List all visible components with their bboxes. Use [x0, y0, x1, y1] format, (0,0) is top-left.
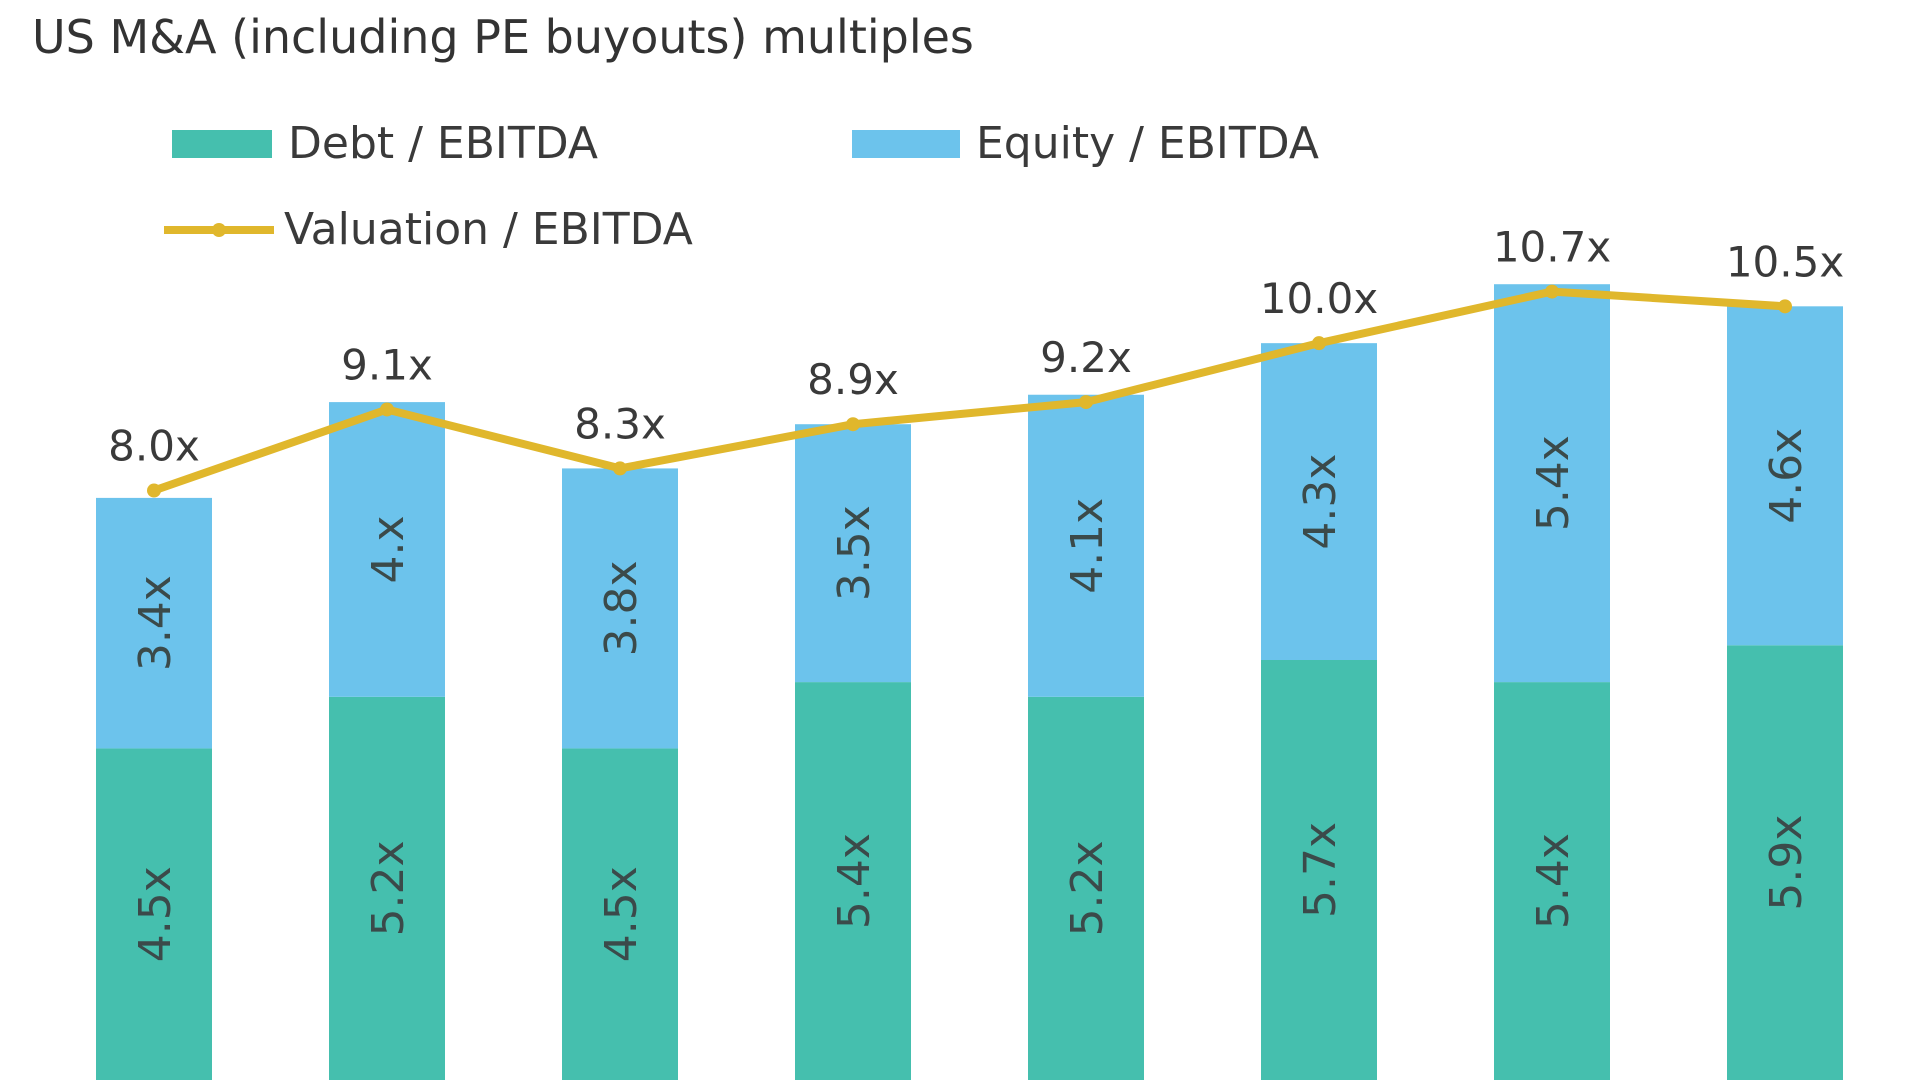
- legend-item-valuation: Valuation / EBITDA: [164, 204, 693, 255]
- data-label-equity: 4.1x: [1062, 498, 1113, 594]
- valuation-point: [1312, 336, 1326, 351]
- data-label-equity: 3.4x: [130, 575, 181, 671]
- legend-label-debt: Debt / EBITDA: [288, 118, 598, 169]
- bar-debt: [1494, 682, 1610, 1080]
- bar-debt: [96, 748, 212, 1080]
- data-label-debt: 5.4x: [829, 833, 880, 929]
- data-label-debt: 5.2x: [363, 840, 414, 936]
- data-label-valuation: 10.5x: [1726, 237, 1844, 286]
- valuation-point: [613, 461, 627, 476]
- data-label-valuation: 9.2x: [1040, 333, 1132, 382]
- bar-equity: [562, 468, 678, 749]
- valuation-point: [380, 402, 394, 417]
- data-label-debt: 5.2x: [1062, 840, 1113, 936]
- data-label-equity: 4.x: [363, 515, 414, 583]
- legend-swatch-equity: [852, 129, 960, 158]
- legend-marker-valuation: [212, 222, 226, 237]
- data-label-equity: 5.4x: [1528, 435, 1579, 531]
- bar-equity: [329, 402, 445, 697]
- legend-item-debt: Debt / EBITDA: [172, 118, 598, 169]
- data-label-debt: 5.9x: [1761, 815, 1812, 911]
- legend-swatch-debt: [172, 129, 272, 158]
- legend-swatch-valuation: [164, 222, 274, 237]
- bar-equity: [1261, 343, 1377, 660]
- bar-debt: [1028, 696, 1144, 1080]
- data-label-equity: 3.5x: [829, 505, 880, 601]
- data-label-equity: 4.3x: [1295, 454, 1346, 550]
- valuation-point: [147, 483, 161, 498]
- data-label-debt: 5.4x: [1528, 833, 1579, 929]
- data-label-debt: 4.5x: [130, 866, 181, 962]
- data-label-valuation: 8.0x: [108, 422, 200, 471]
- legend-label-equity: Equity / EBITDA: [976, 118, 1319, 169]
- data-label-equity: 3.8x: [596, 560, 647, 656]
- bar-equity: [795, 424, 911, 683]
- bar-debt: [795, 682, 911, 1080]
- data-label-valuation: 9.1x: [341, 340, 433, 389]
- legend-label-valuation: Valuation / EBITDA: [284, 204, 693, 255]
- bar-equity: [96, 497, 212, 749]
- bar-debt: [562, 748, 678, 1080]
- valuation-point: [1778, 299, 1792, 314]
- bar-equity: [1028, 394, 1144, 697]
- bar-equity: [1494, 284, 1610, 683]
- chart-title: US M&A (including PE buyouts) multiples: [32, 10, 974, 64]
- data-label-equity: 4.6x: [1761, 428, 1812, 524]
- bar-debt: [1261, 660, 1377, 1080]
- data-label-debt: 5.7x: [1295, 822, 1346, 918]
- valuation-point: [1079, 395, 1093, 410]
- bar-debt: [1727, 645, 1843, 1080]
- data-label-valuation: 10.7x: [1493, 223, 1611, 272]
- legend-item-equity: Equity / EBITDA: [852, 118, 1319, 169]
- data-label-valuation: 8.3x: [574, 399, 666, 448]
- data-label-valuation: 8.9x: [807, 355, 899, 404]
- bar-equity: [1727, 306, 1843, 646]
- valuation-line: [150, 287, 1789, 495]
- valuation-point: [846, 417, 860, 432]
- valuation-point: [1545, 284, 1559, 299]
- data-label-debt: 4.5x: [596, 866, 647, 962]
- bar-debt: [329, 696, 445, 1080]
- data-label-valuation: 10.0x: [1260, 274, 1378, 323]
